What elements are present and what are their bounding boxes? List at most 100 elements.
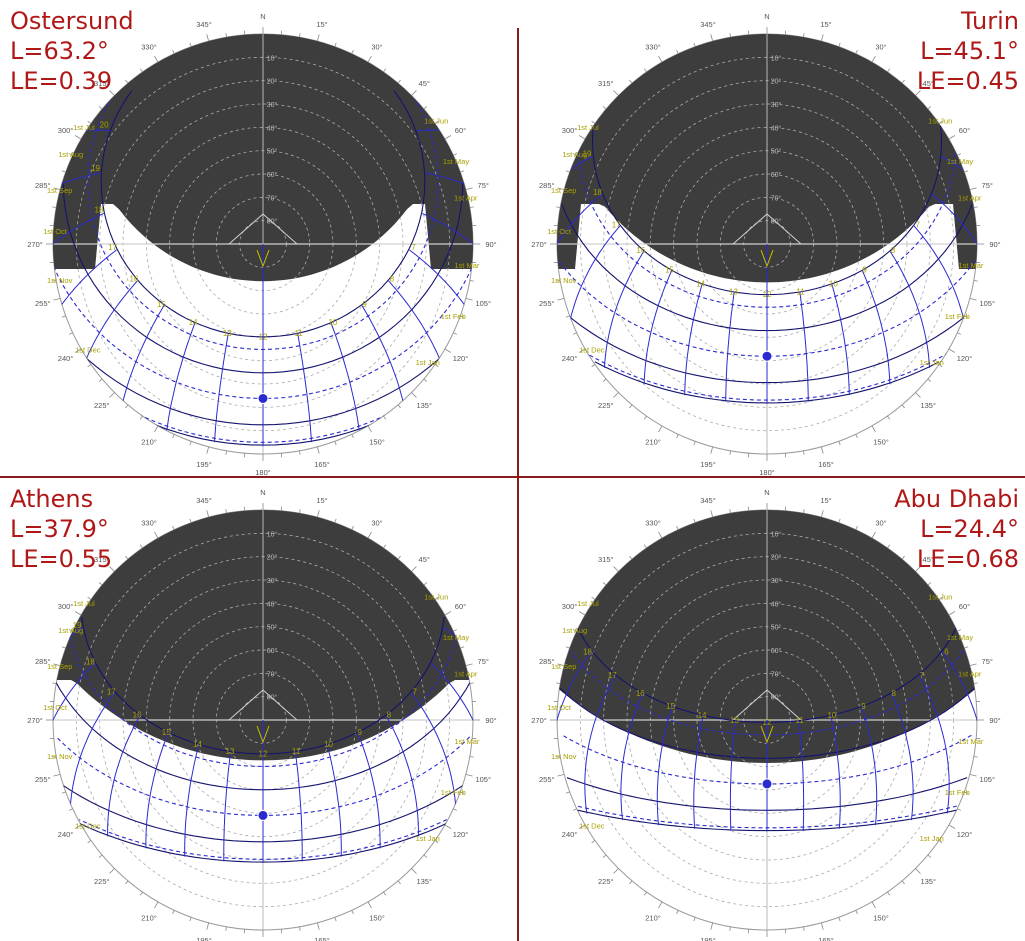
azimuth-tick xyxy=(172,434,175,439)
azimuth-tick xyxy=(820,922,824,930)
azimuth-tick xyxy=(957,629,962,632)
azimuth-label: N xyxy=(764,488,769,497)
azimuth-label: 180° xyxy=(759,468,775,477)
azimuth-tick xyxy=(938,840,943,844)
azimuth-tick xyxy=(367,531,372,539)
azimuth-label: 285° xyxy=(35,657,51,666)
azimuth-tick xyxy=(434,840,439,844)
azimuth-tick xyxy=(729,509,731,514)
azimuth-label: 45° xyxy=(923,79,934,88)
azimuth-tick xyxy=(887,415,891,420)
azimuth-tick xyxy=(172,910,175,915)
altitude-label: 60° xyxy=(267,647,278,655)
azimuth-tick xyxy=(803,509,805,514)
hour-line xyxy=(425,172,467,185)
hour-line xyxy=(166,323,196,431)
sunpath-athens: 10°20°30°40°50°60°70°80°N15°30°45°60°75°… xyxy=(27,488,496,941)
hour-label: 14 xyxy=(189,318,198,327)
azimuth-tick xyxy=(434,120,439,124)
hour-label: 11 xyxy=(292,747,301,756)
city-name: Athens xyxy=(10,485,94,513)
azimuth-tick xyxy=(887,68,891,73)
north-marker xyxy=(732,213,802,245)
date-label-right: 1st Feb xyxy=(441,312,466,321)
hour-line xyxy=(410,692,457,806)
azimuth-tick xyxy=(969,773,977,777)
azimuth-tick xyxy=(465,297,473,301)
hour-line xyxy=(59,249,117,307)
azimuth-label: 75° xyxy=(982,181,993,190)
azimuth-tick xyxy=(53,187,61,191)
date-label-left: 1st Dec xyxy=(579,345,605,354)
azimuth-tick xyxy=(901,79,905,84)
azimuth-tick xyxy=(225,926,227,931)
azimuth-tick xyxy=(189,441,192,446)
azimuth-tick xyxy=(109,868,115,874)
hour-label: 11 xyxy=(795,716,804,725)
hour-label: 9 xyxy=(862,266,867,275)
altitude-label: 30° xyxy=(267,577,278,585)
azimuth-tick xyxy=(397,404,401,409)
hour-line xyxy=(557,651,592,729)
hour-label: 15 xyxy=(665,266,674,275)
azimuth-tick xyxy=(139,544,143,549)
azimuth-tick xyxy=(629,880,633,885)
azimuth-tick xyxy=(613,566,619,572)
azimuth-label: 150° xyxy=(369,913,385,922)
azimuth-tick xyxy=(710,510,714,518)
azimuth-tick xyxy=(98,854,103,858)
sun-marker xyxy=(257,809,269,821)
hour-line xyxy=(416,129,440,132)
date-label-left: 1st Dec xyxy=(75,821,101,830)
hour-label: 10 xyxy=(829,279,838,288)
date-label-left: 1st Oct xyxy=(43,703,68,712)
azimuth-label: 120° xyxy=(453,354,469,363)
altitude-label: 30° xyxy=(771,101,782,109)
hour-line xyxy=(830,716,841,829)
azimuth-tick xyxy=(855,49,858,54)
azimuth-tick xyxy=(613,90,619,96)
azimuth-tick xyxy=(61,170,66,173)
hour-line xyxy=(122,305,165,403)
azimuth-tick xyxy=(969,187,977,191)
hour-line xyxy=(862,270,891,385)
azimuth-label: 345° xyxy=(196,20,212,29)
azimuth-ticks: N15°30°45°60°75°90°105°120°135°150°165°1… xyxy=(531,12,1000,477)
azimuth-tick xyxy=(871,901,876,909)
azimuth-tick xyxy=(901,555,905,560)
azimuth-tick xyxy=(351,434,354,439)
azimuth-tick xyxy=(901,880,905,885)
date-label-right: 1st Jun xyxy=(424,117,448,126)
azimuth-label: 240° xyxy=(58,830,74,839)
azimuth-tick xyxy=(87,596,92,600)
azimuth-tick xyxy=(938,120,943,124)
azimuth-label: 240° xyxy=(562,830,578,839)
hour-label: 18 xyxy=(593,188,602,197)
azimuth-tick xyxy=(927,582,932,586)
date-label-right: 1st Mar xyxy=(454,737,480,746)
azimuth-label: 270° xyxy=(27,716,43,725)
azimuth-tick xyxy=(299,450,301,455)
hour-label: 15 xyxy=(666,702,675,711)
azimuth-label: 60° xyxy=(455,602,466,611)
azimuth-tick xyxy=(871,425,876,433)
date-label-right: 1st Feb xyxy=(945,788,970,797)
hour-line xyxy=(798,721,805,831)
hour-line xyxy=(409,249,467,307)
azimuth-label: 135° xyxy=(920,877,936,886)
date-label-left: 1st Oct xyxy=(547,703,572,712)
date-label-left: 1st Jul xyxy=(73,599,95,608)
azimuth-label: 135° xyxy=(920,401,936,410)
sun-indicator xyxy=(256,725,270,744)
azimuth-label: 15° xyxy=(820,20,831,29)
azimuth-tick xyxy=(838,441,841,446)
hour-line xyxy=(430,663,473,723)
azimuth-label: 45° xyxy=(419,79,430,88)
azimuth-tick xyxy=(316,446,320,454)
azimuth-ticks: N15°30°45°60°75°90°105°120°135°150°165°1… xyxy=(27,488,496,941)
altitude-label: 50° xyxy=(267,624,278,632)
azimuth-tick xyxy=(460,170,465,173)
north-marker xyxy=(228,689,298,721)
azimuth-tick xyxy=(643,544,647,549)
hour-label: 15 xyxy=(162,728,171,737)
